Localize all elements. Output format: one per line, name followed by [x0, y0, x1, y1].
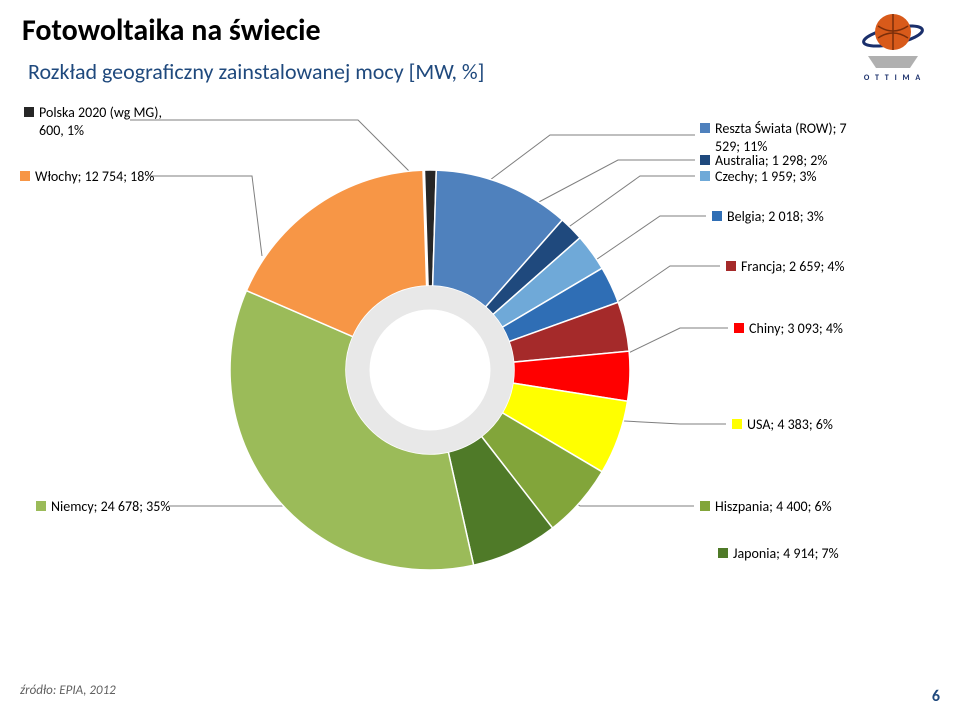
- legend-item: Belgia; 2 018; 3%: [712, 208, 824, 226]
- legend-label: Czechy; 1 959; 3%: [715, 168, 816, 186]
- legend-marker: [36, 501, 46, 511]
- legend-item: Włochy; 12 754; 18%: [20, 168, 154, 186]
- legend-label: Niemcy; 24 678; 35%: [51, 498, 170, 516]
- legend-item: Czechy; 1 959; 3%: [700, 168, 816, 186]
- legend-label: Polska 2020 (wg MG), 600, 1%: [39, 104, 162, 139]
- legend-marker: [718, 548, 728, 558]
- legend-label: Japonia; 4 914; 7%: [733, 545, 839, 563]
- legend-label: Australia; 1 298; 2%: [715, 152, 827, 170]
- legend-label: USA; 4 383; 6%: [747, 416, 833, 434]
- legend-marker: [700, 171, 710, 181]
- source-footer: źródło: EPIA, 2012: [20, 683, 116, 698]
- legend-label: Hiszpania; 4 400; 6%: [715, 498, 832, 516]
- legend-marker: [700, 155, 710, 165]
- legend-label: Reszta Świata (ROW); 7 529; 11%: [715, 120, 847, 155]
- legend-item: Hiszpania; 4 400; 6%: [700, 498, 832, 516]
- legend-item: Australia; 1 298; 2%: [700, 152, 827, 170]
- legend-item: Reszta Świata (ROW); 7 529; 11%: [700, 120, 847, 155]
- legend-label: Chiny; 3 093; 4%: [749, 320, 843, 338]
- legend-item: Francja; 2 659; 4%: [726, 258, 845, 276]
- legend-label: Włochy; 12 754; 18%: [35, 168, 154, 186]
- legend-item: Japonia; 4 914; 7%: [718, 545, 839, 563]
- legend-label: Francja; 2 659; 4%: [741, 258, 845, 276]
- legend-marker: [712, 211, 722, 221]
- donut-chart: [180, 120, 680, 620]
- legend-item: Niemcy; 24 678; 35%: [36, 498, 170, 516]
- legend-marker: [20, 171, 30, 181]
- legend-label: Belgia; 2 018; 3%: [727, 208, 824, 226]
- legend-marker: [734, 323, 744, 333]
- legend-marker: [732, 419, 742, 429]
- legend-item: Polska 2020 (wg MG), 600, 1%: [24, 104, 162, 139]
- legend-marker: [726, 261, 736, 271]
- legend-item: Chiny; 3 093; 4%: [734, 320, 843, 338]
- legend-item: USA; 4 383; 6%: [732, 416, 833, 434]
- legend-marker: [700, 501, 710, 511]
- legend-marker: [24, 107, 34, 117]
- legend-marker: [700, 123, 710, 133]
- page-number: 6: [932, 687, 940, 706]
